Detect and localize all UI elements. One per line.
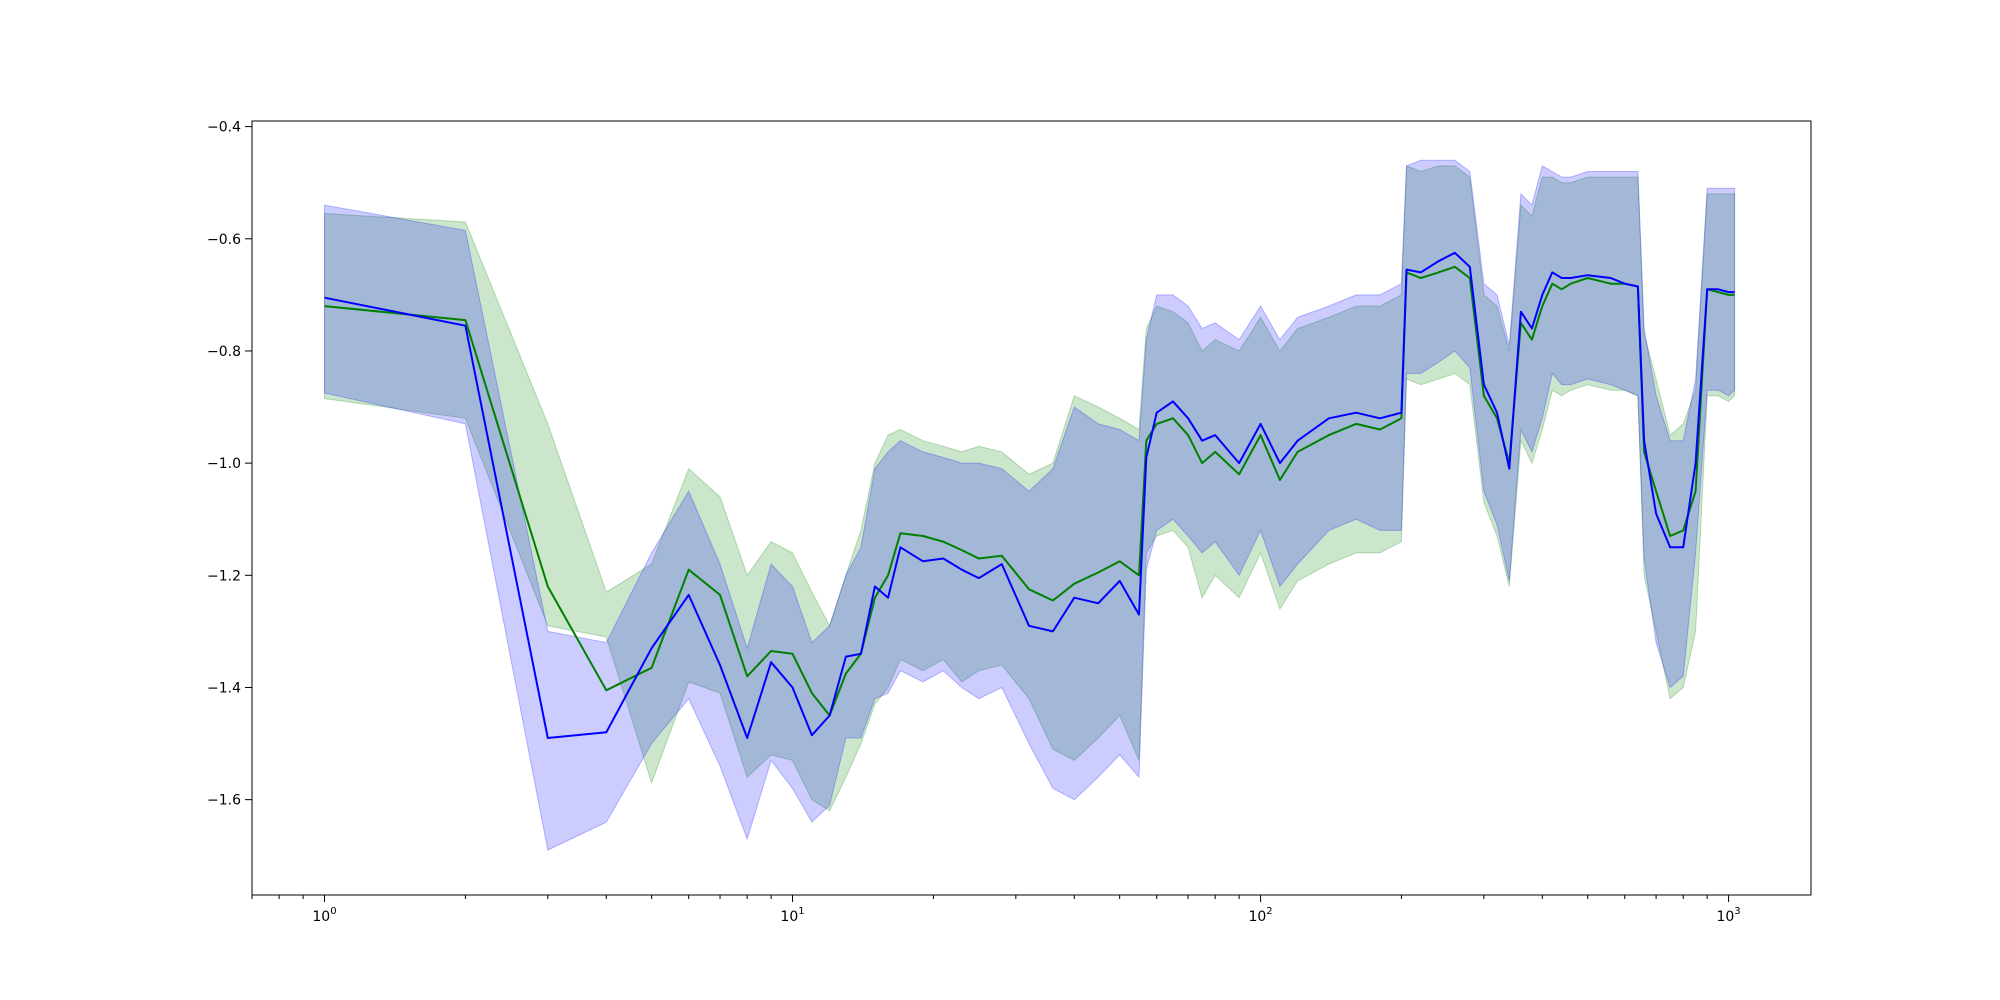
y-tick-label: −1.6 — [207, 793, 241, 809]
y-tick-label: −0.6 — [207, 232, 241, 248]
series-0-line — [324, 265, 1735, 717]
y-tick-label: −0.8 — [207, 344, 241, 360]
y-tick-label: −1.4 — [207, 680, 241, 696]
x-tick-label: 100 — [312, 906, 336, 925]
series-1-band — [324, 159, 1736, 851]
y-tick-label: −1.2 — [207, 568, 241, 584]
x-tick-label: 101 — [780, 906, 804, 925]
y-tick-label: −0.4 — [207, 120, 241, 136]
series-0-band — [324, 165, 1736, 812]
confidence-bands — [324, 159, 1736, 851]
y-axis-ticks: −1.6 −1.4 −1.2 −1.0 −0.8 −0.6 −0.4 — [207, 120, 252, 809]
plot-frame — [251, 120, 1812, 896]
x-tick-label: 103 — [1716, 906, 1740, 925]
x-axis-ticks: 100 101 102 103 — [251, 895, 1741, 925]
y-tick-label: −1.0 — [207, 456, 241, 472]
series-1-line — [324, 251, 1735, 739]
series-lines — [324, 251, 1735, 739]
x-tick-label: 102 — [1248, 906, 1272, 925]
